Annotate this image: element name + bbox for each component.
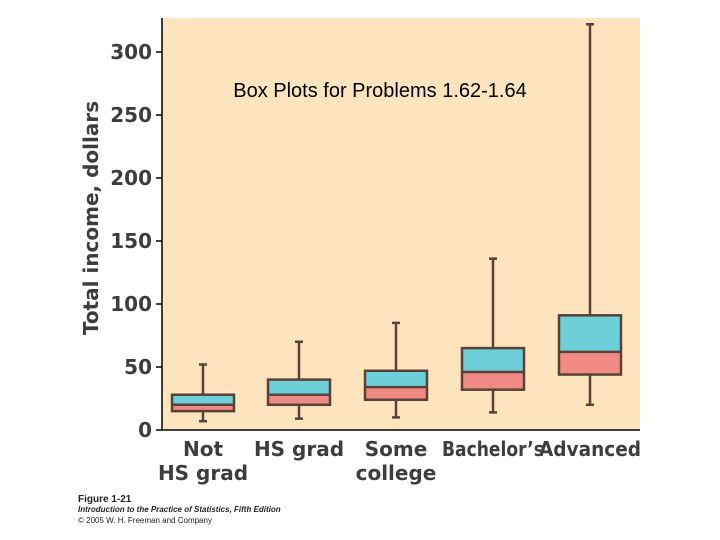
box-plot xyxy=(266,340,332,420)
y-tick-label: 0 xyxy=(138,418,152,442)
x-tick-label: Bachelor’s xyxy=(442,437,544,461)
box-plot xyxy=(363,321,429,419)
y-tick-label: 50 xyxy=(124,355,152,379)
x-tick-label: Advanced xyxy=(539,437,641,461)
box-outline xyxy=(460,346,526,391)
box-outline xyxy=(557,314,623,376)
upper-box xyxy=(559,315,621,352)
upper-box xyxy=(365,370,427,388)
box-plot xyxy=(557,23,623,407)
y-tick-label: 100 xyxy=(110,292,152,316)
y-tick-label: 150 xyxy=(110,229,152,253)
lower-box xyxy=(172,404,234,412)
y-tick-label: 250 xyxy=(110,103,152,127)
lower-box xyxy=(559,351,621,375)
y-tick-label: 300 xyxy=(110,40,152,64)
x-tick-label: Some xyxy=(365,437,428,461)
box-outline xyxy=(170,393,236,413)
x-tick-label: Not xyxy=(183,437,223,461)
x-tick-label: HS grad xyxy=(254,437,344,461)
box-plot xyxy=(460,257,526,414)
x-tick-label-line2: HS grad xyxy=(158,461,248,485)
box-outline xyxy=(266,378,332,407)
y-tick-label: 200 xyxy=(110,166,152,190)
upper-box xyxy=(268,379,330,395)
y-axis-label: Total income, dollars xyxy=(79,101,103,335)
lower-box xyxy=(462,372,524,390)
upper-box xyxy=(172,394,234,405)
figure-caption: Figure 1-21 xyxy=(78,494,132,505)
lower-box xyxy=(268,394,330,405)
upper-box xyxy=(462,348,524,373)
box-outline xyxy=(363,369,429,402)
axes: 0 50 100 150 200 250 300 xyxy=(110,18,640,442)
x-tick-label-line2: college xyxy=(356,461,437,485)
copyright-caption: © 2005 W. H. Freeman and Company xyxy=(78,516,212,525)
box-plot xyxy=(170,363,236,423)
lower-box xyxy=(365,387,427,400)
book-caption: Introduction to the Practice of Statisti… xyxy=(78,505,281,514)
slide-title: Box Plots for Problems 1.62-1.64 xyxy=(233,80,527,102)
